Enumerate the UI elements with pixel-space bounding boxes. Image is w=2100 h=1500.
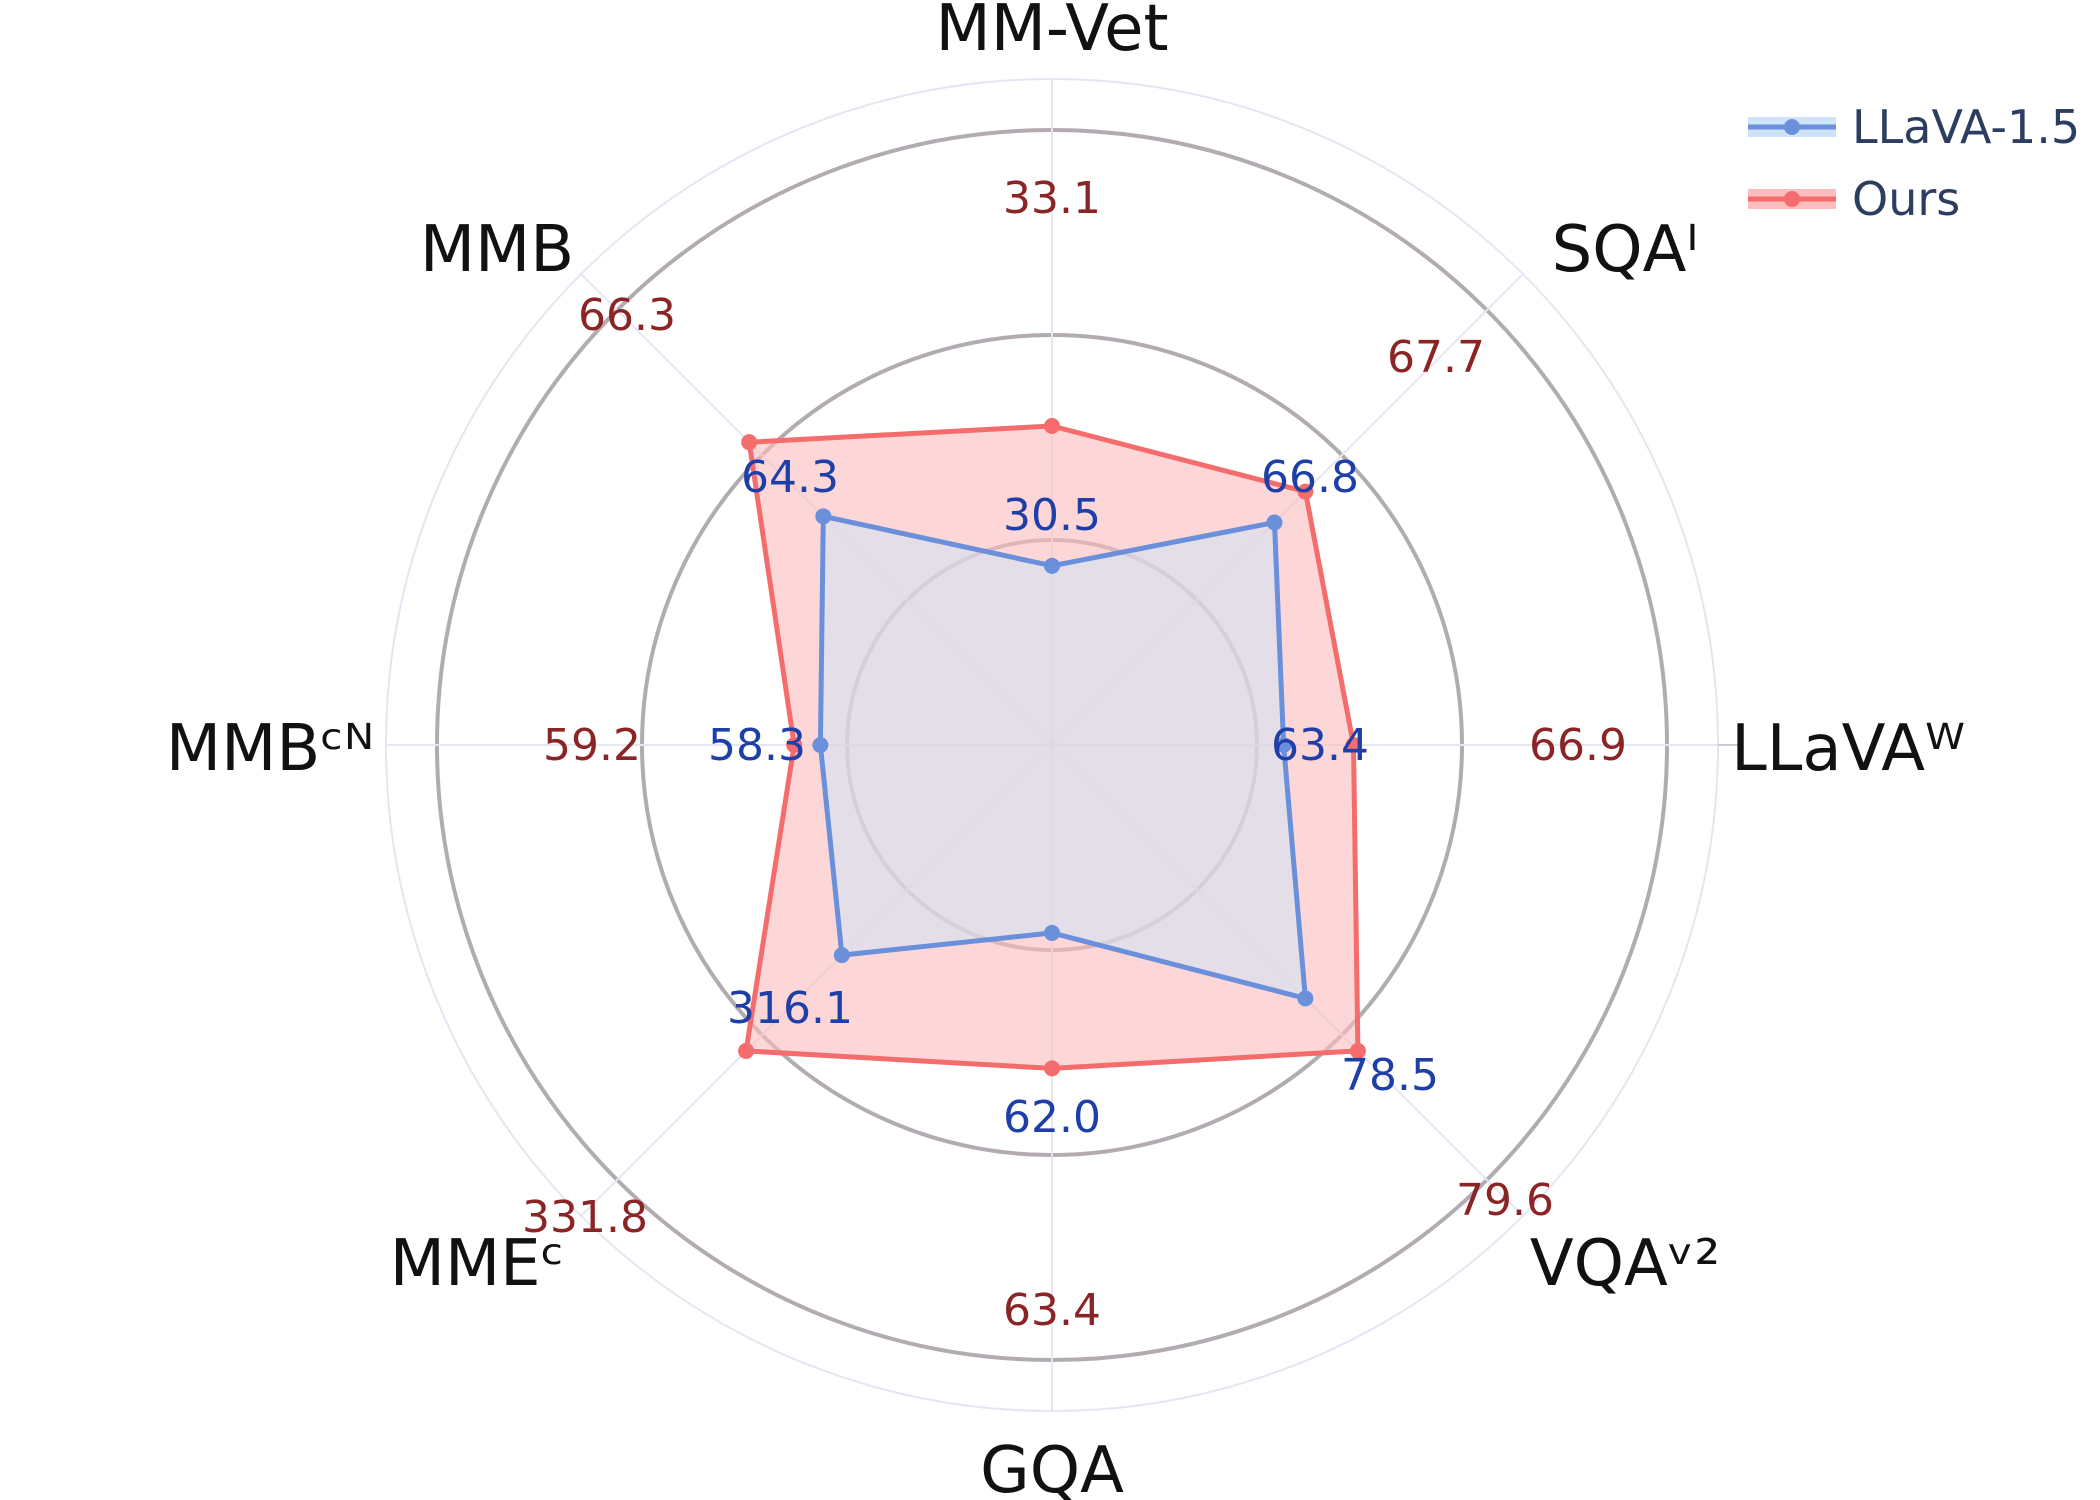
value-label-llava: 66.8 [1261, 452, 1359, 503]
legend-marker [1784, 119, 1800, 135]
axis-label: MMEᶜ [390, 1227, 565, 1301]
data-point [1044, 1060, 1060, 1077]
value-label-ours: 63.4 [1003, 1285, 1101, 1336]
value-label-llava: 62.0 [1003, 1092, 1101, 1143]
legend-label: LLaVA-1.5 [1852, 100, 2080, 154]
data-point [1266, 514, 1283, 531]
data-point [1297, 990, 1314, 1007]
data-point [738, 1042, 755, 1059]
value-label-llava: 64.3 [741, 452, 839, 503]
axis-label: LLaVAᵂ [1731, 712, 1965, 786]
data-point [1297, 483, 1314, 500]
data-point [833, 947, 850, 964]
legend-marker [1784, 191, 1800, 207]
data-point [1345, 737, 1362, 753]
axis-label: MMBᶜᴺ [166, 712, 374, 786]
value-label-llava: 316.1 [727, 983, 853, 1034]
legend-label: Ours [1852, 172, 1960, 226]
value-label-ours: 331.8 [522, 1192, 648, 1243]
radar-series [738, 417, 1366, 1077]
value-label-ours: 79.6 [1456, 1175, 1554, 1226]
axis-label: MMB [420, 213, 574, 287]
value-label-ours: 33.1 [1003, 173, 1101, 224]
value-label-llava: 63.4 [1271, 720, 1369, 771]
value-label-ours: 66.9 [1529, 720, 1627, 771]
axis-label: MM-Vet [935, 0, 1168, 66]
chart-legend: LLaVA-1.5 Ours [1748, 100, 2080, 226]
axis-label: VQAᵛ² [1530, 1227, 1720, 1301]
data-point [786, 737, 803, 753]
data-point [1275, 737, 1292, 753]
data-point [1349, 1042, 1366, 1059]
axis-label: SQAᴵ [1552, 213, 1699, 287]
data-point [1044, 557, 1060, 574]
value-label-llava: 58.3 [708, 720, 806, 771]
data-point [812, 737, 829, 753]
value-label-llava: 30.5 [1003, 490, 1101, 541]
data-point [741, 434, 758, 451]
series-area-llava [820, 516, 1306, 999]
data-point [815, 508, 832, 525]
value-label-llava: 78.5 [1341, 1050, 1439, 1101]
value-label-ours: 66.3 [578, 290, 676, 341]
radar-labels: MM-Vet SQAᴵ LLaVAᵂ VQAᵛ² GQA MMEᶜ MMBᶜᴺ MMB 30.5… [166, 0, 1965, 1500]
value-label-ours: 59.2 [543, 720, 641, 771]
data-point [1044, 417, 1060, 434]
axis-label: GQA [980, 1434, 1124, 1500]
value-label-ours: 67.7 [1387, 332, 1485, 383]
data-point [1044, 924, 1060, 941]
